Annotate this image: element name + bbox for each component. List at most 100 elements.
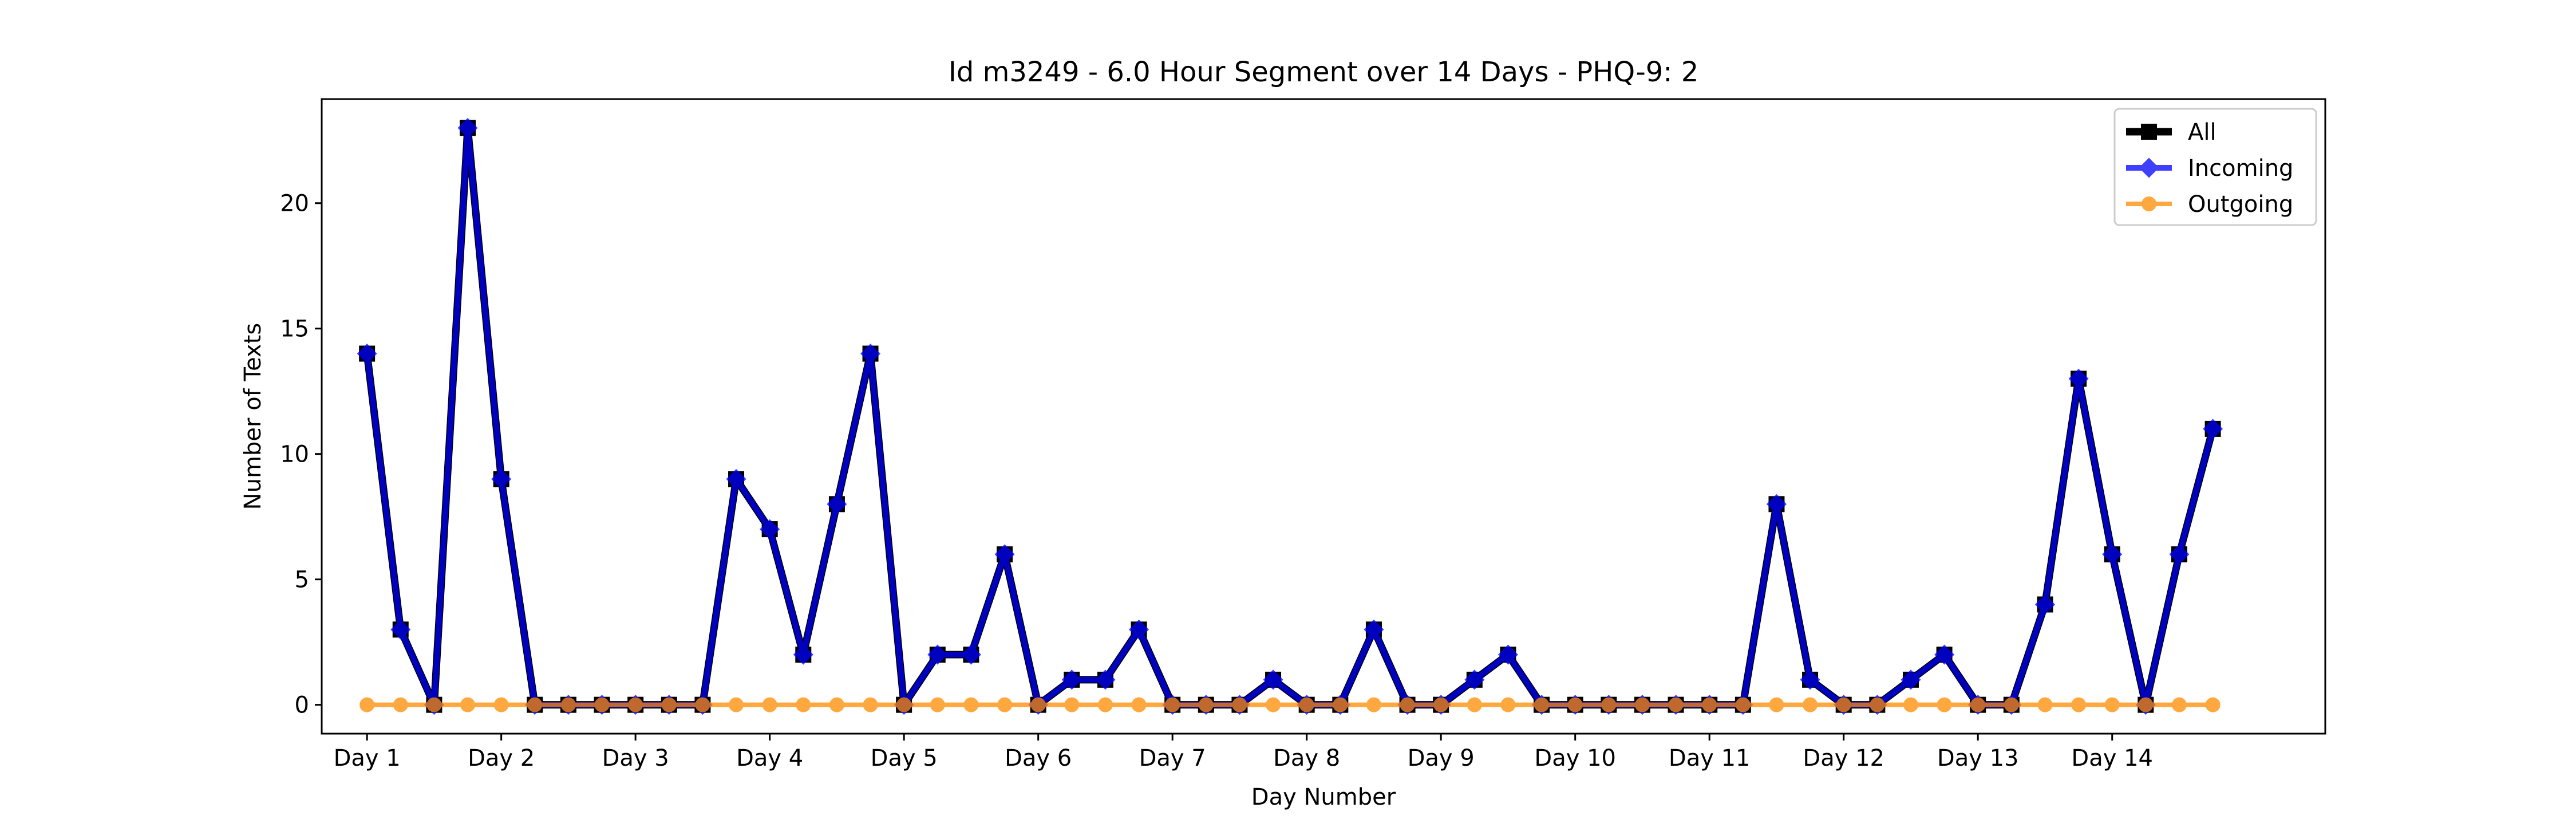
legend-swatch-marker [2141, 124, 2157, 140]
series-line-all [363, 124, 2217, 709]
data-point-outgoing [460, 697, 476, 712]
y-tick-label: 5 [295, 567, 309, 593]
data-point-incoming [1263, 670, 1283, 690]
legend-frame [2113, 108, 2317, 226]
data-point-outgoing [1131, 697, 1147, 712]
data-point-incoming [860, 343, 881, 364]
legend-swatch-marker [2142, 196, 2156, 211]
x-tick-label: Day 14 [2071, 745, 2153, 771]
legend-label-all: All [2188, 119, 2217, 145]
x-tick-label: Day 11 [1669, 745, 1751, 771]
data-point-outgoing [560, 697, 576, 712]
data-point-incoming [927, 644, 948, 665]
data-point-outgoing [1970, 697, 1986, 712]
data-point-outgoing [963, 697, 979, 712]
data-point-outgoing [997, 697, 1013, 712]
data-point-incoming [1934, 644, 1955, 665]
y-tick-label: 15 [280, 316, 309, 342]
data-point-outgoing [930, 697, 945, 712]
data-point-outgoing [1266, 697, 1281, 712]
data-point-outgoing [1937, 697, 1952, 712]
data-point-outgoing [2071, 697, 2087, 712]
x-axis-label: Day Number [1251, 784, 1396, 810]
x-tick-label: Day 8 [1273, 745, 1340, 771]
data-point-outgoing [2104, 697, 2120, 712]
data-point-outgoing [2004, 697, 2019, 712]
series-incoming [357, 117, 2223, 715]
data-point-incoming [1095, 670, 1116, 690]
data-point-outgoing [896, 697, 912, 712]
data-point-outgoing [1400, 697, 1415, 712]
data-point-outgoing [1702, 697, 1717, 712]
x-tick-label: Day 9 [1408, 745, 1475, 771]
data-point-outgoing [1634, 697, 1650, 712]
data-point-outgoing [1299, 697, 1314, 712]
data-point-outgoing [2171, 697, 2187, 712]
series-line-incoming [364, 125, 2216, 708]
chart-title: Id m3249 - 6.0 Hour Segment over 14 Days… [949, 56, 1699, 88]
x-tick-label: Day 10 [1534, 745, 1616, 771]
data-point-outgoing [729, 697, 744, 712]
data-point-outgoing [1030, 697, 1046, 712]
plot-area [321, 98, 2326, 735]
data-point-incoming [1464, 670, 1485, 690]
x-tick-label: Day 4 [736, 745, 803, 771]
data-point-outgoing [796, 697, 811, 712]
data-point-outgoing [1534, 697, 1550, 712]
data-point-incoming [1498, 644, 1518, 665]
data-point-outgoing [359, 697, 375, 712]
data-point-outgoing [2037, 697, 2053, 712]
data-point-outgoing [2138, 697, 2154, 712]
data-point-incoming [2068, 368, 2089, 389]
x-axis: Day 1 Day 2 Day 3 Day 4 Day 5 Day 6 Day 7 Day 8… [334, 734, 2153, 771]
data-point-outgoing [527, 697, 543, 712]
data-point-incoming [2203, 419, 2223, 439]
data-point-outgoing [1735, 697, 1751, 712]
data-point-incoming [827, 494, 847, 514]
data-point-incoming [1061, 670, 1082, 690]
data-point-outgoing [1903, 697, 1918, 712]
data-point-outgoing [1198, 697, 1214, 712]
legend-item-incoming: Incoming [2126, 155, 2293, 182]
data-point-incoming [491, 468, 512, 490]
data-point-outgoing [762, 697, 777, 712]
data-point-incoming [793, 644, 813, 665]
data-point-outgoing [1366, 697, 1381, 712]
data-point-incoming [1364, 619, 1384, 640]
data-point-incoming [961, 644, 981, 665]
data-point-outgoing [1467, 697, 1482, 712]
data-point-outgoing [1567, 697, 1583, 712]
data-point-outgoing [594, 697, 610, 712]
legend-swatch-outgoing [2126, 196, 2172, 211]
y-axis: 0 5 10 15 20 [280, 191, 322, 719]
data-point-outgoing [1769, 697, 1784, 712]
data-point-outgoing [1601, 697, 1617, 712]
legend-label-incoming: Incoming [2188, 155, 2293, 182]
data-point-outgoing [628, 697, 643, 712]
data-point-outgoing [1232, 697, 1247, 712]
y-tick-label: 0 [295, 692, 309, 719]
data-point-outgoing [1333, 697, 1348, 712]
x-tick-label: Day 5 [871, 745, 938, 771]
legend: All Incoming Outgoing [2113, 108, 2317, 226]
data-point-incoming [1901, 670, 1921, 690]
x-tick-label: Day 6 [1005, 745, 1072, 771]
series-all [359, 120, 2221, 713]
data-point-outgoing [1668, 697, 1684, 712]
legend-label-outgoing: Outgoing [2188, 191, 2293, 218]
data-point-outgoing [1500, 697, 1516, 712]
data-point-outgoing [1836, 697, 1851, 712]
x-tick-label: Day 7 [1139, 745, 1206, 771]
data-point-incoming [2102, 544, 2123, 565]
data-point-incoming [760, 519, 780, 539]
data-point-outgoing [2205, 697, 2221, 712]
data-point-outgoing [493, 697, 509, 712]
legend-swatch-incoming [2126, 157, 2172, 178]
series-layer [357, 117, 2223, 715]
data-point-incoming [2034, 594, 2056, 615]
x-tick-label: Day 13 [1937, 745, 2019, 771]
y-axis-label: Number of Texts [240, 323, 266, 510]
data-point-incoming [357, 343, 377, 364]
